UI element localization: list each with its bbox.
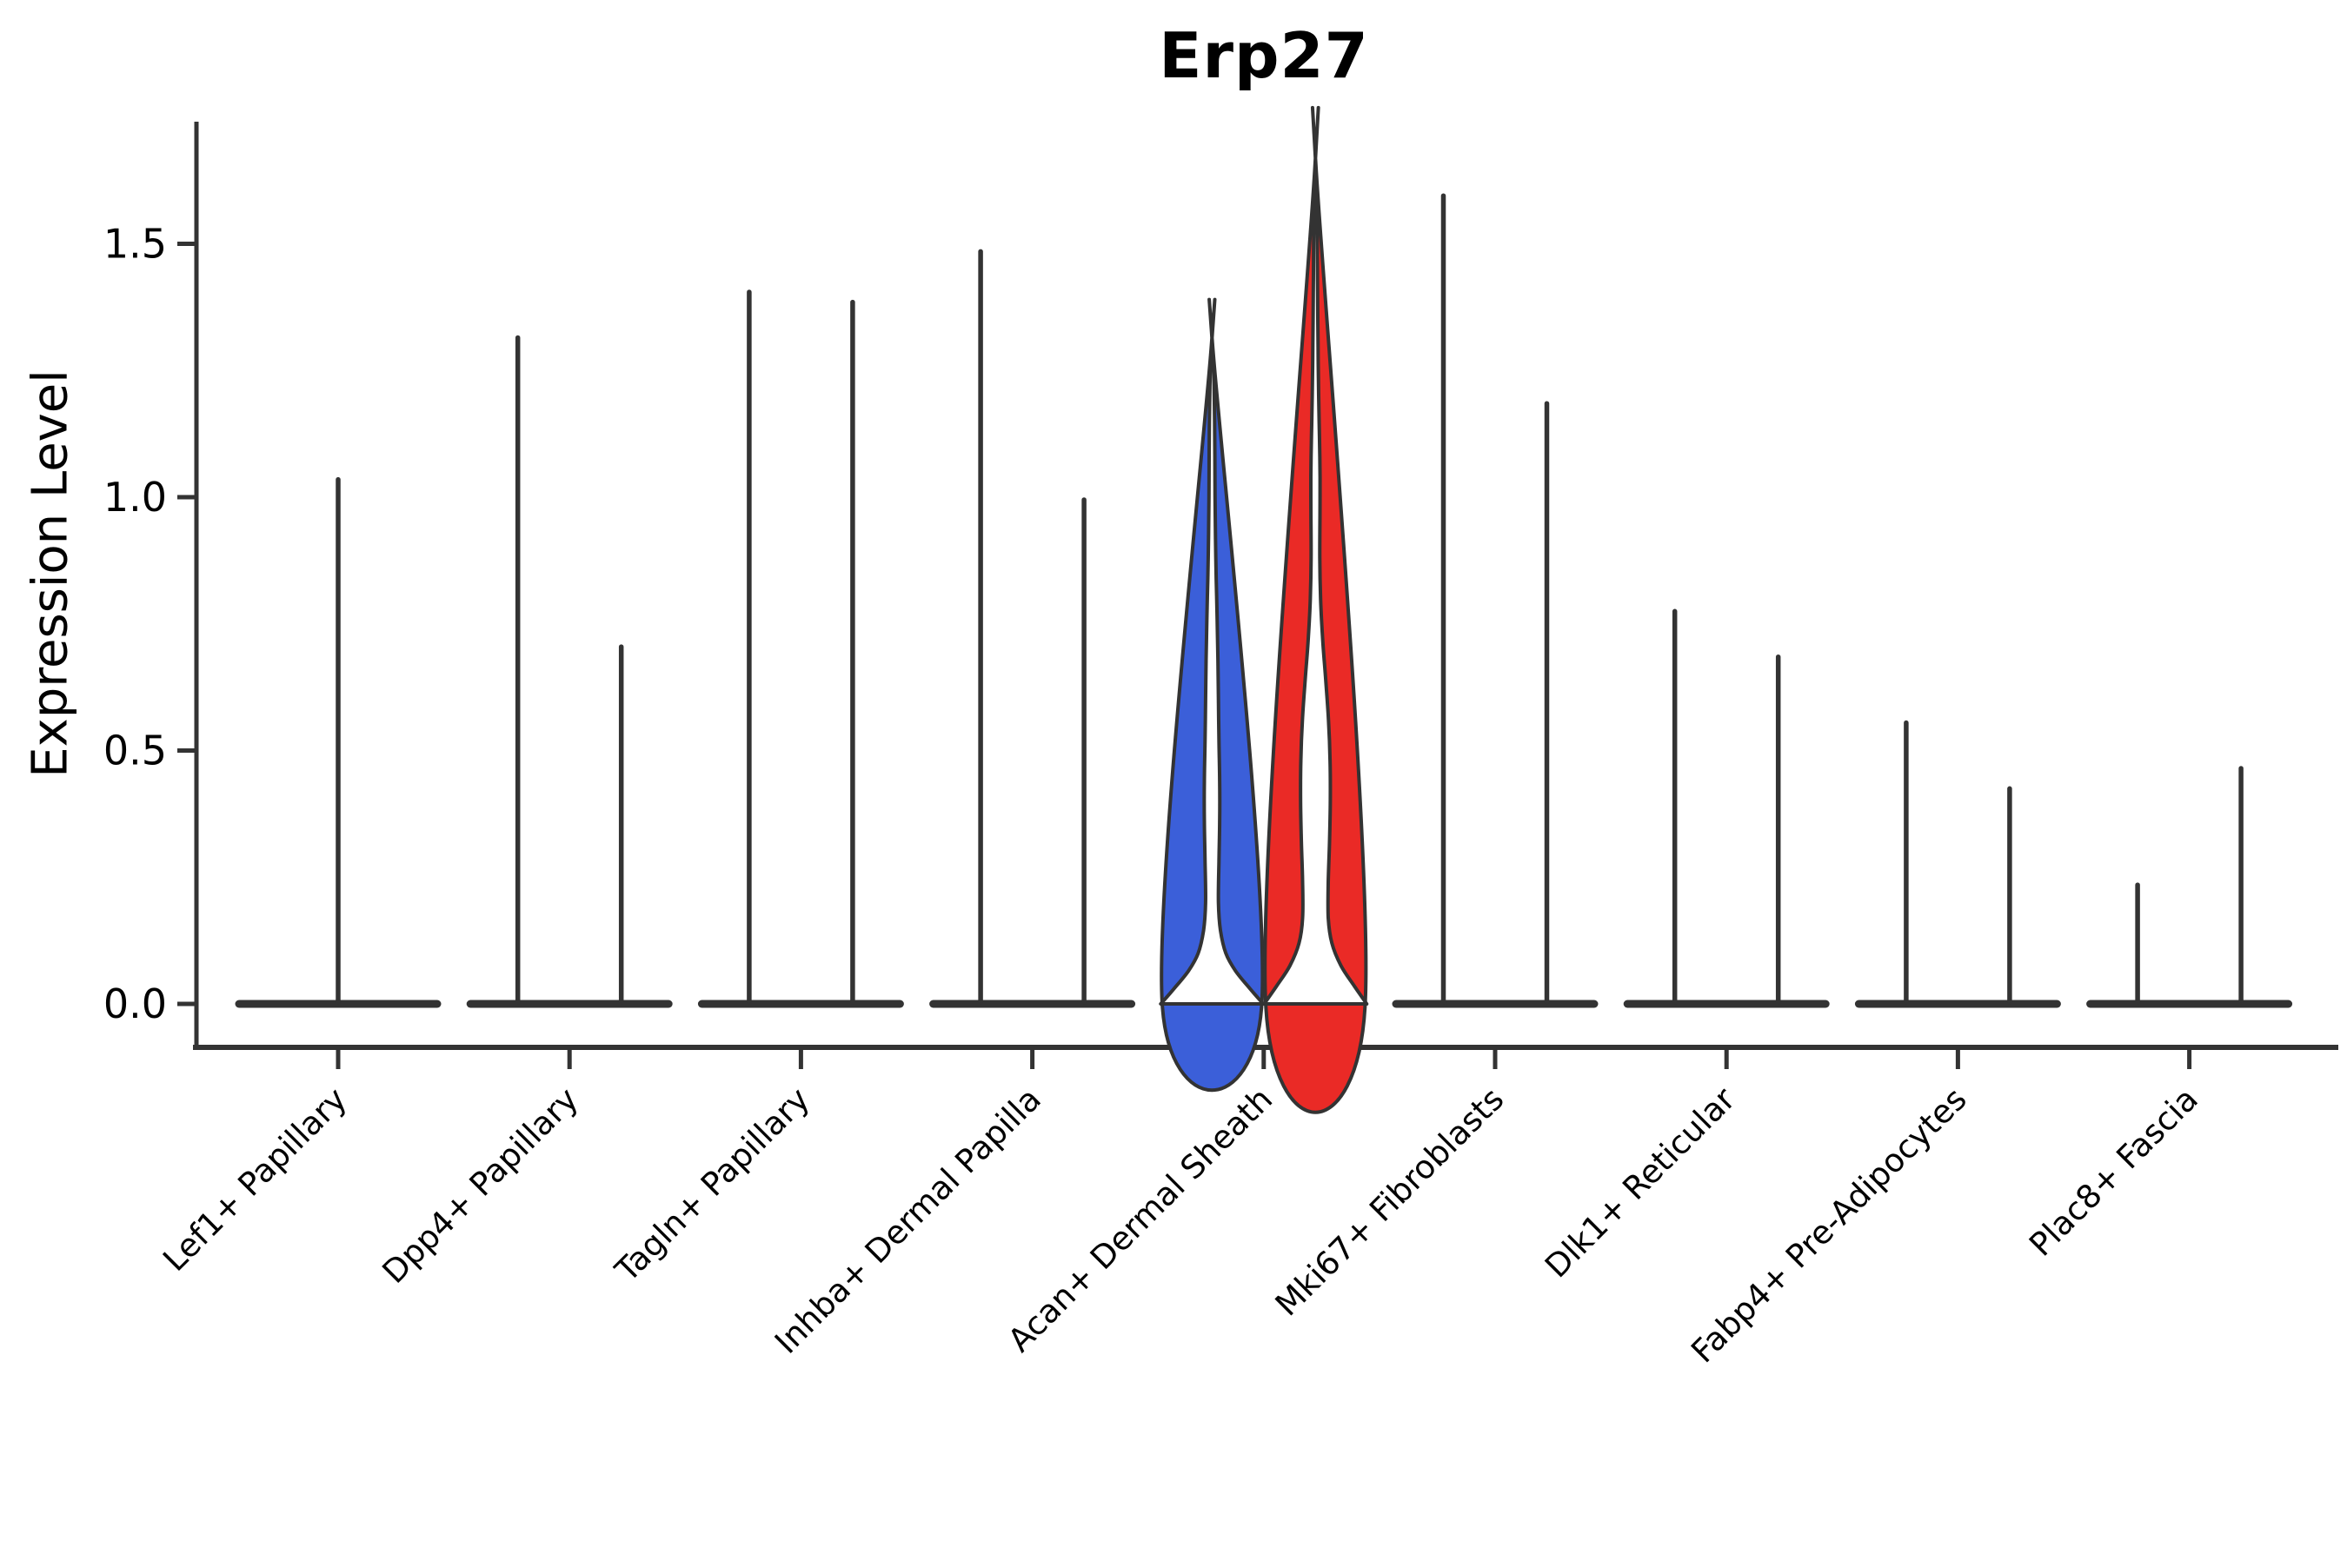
chart-title: Erp27 bbox=[1159, 19, 1369, 92]
category-label: Plac8+ Fascia bbox=[2022, 1080, 2205, 1264]
category-label: Fabp4+ Pre-Adipocytes bbox=[1684, 1080, 1973, 1370]
violin-body bbox=[1159, 297, 1266, 1092]
violin-body bbox=[1262, 105, 1369, 1114]
y-tick-label: 1.5 bbox=[103, 221, 167, 268]
y-tick-label: 1.0 bbox=[103, 474, 167, 521]
category-label: Tagln+ Papillary bbox=[608, 1080, 817, 1290]
category-label: Dlk1+ Reticular bbox=[1538, 1080, 1743, 1285]
category-label: Acan+ Dermal Sheath bbox=[1001, 1080, 1280, 1359]
category-label: Lef1+ Papillary bbox=[156, 1080, 354, 1279]
category-label: Dpp4+ Papillary bbox=[376, 1080, 586, 1291]
y-tick-label: 0.0 bbox=[103, 980, 167, 1027]
y-axis-label: Expression Level bbox=[22, 369, 79, 778]
y-tick-label: 0.5 bbox=[103, 728, 167, 774]
category-label: Inhba+ Dermal Papilla bbox=[768, 1080, 1048, 1361]
category-label: Mki67+ Fibroblasts bbox=[1268, 1080, 1512, 1324]
